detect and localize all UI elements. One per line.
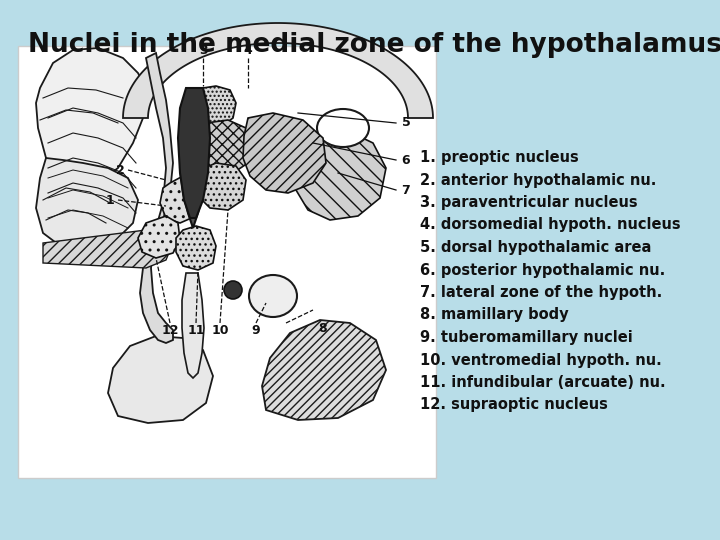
Polygon shape	[200, 86, 236, 126]
Text: 5: 5	[402, 117, 410, 130]
Text: 1: 1	[106, 193, 114, 206]
Text: 6. posterior hypothalamic nu.: 6. posterior hypothalamic nu.	[420, 262, 665, 278]
Text: 10: 10	[211, 323, 229, 336]
Text: 8: 8	[319, 321, 328, 334]
Polygon shape	[182, 273, 204, 378]
Polygon shape	[201, 120, 253, 173]
Polygon shape	[243, 113, 326, 193]
Bar	[18, 46, 436, 478]
Circle shape	[224, 281, 242, 299]
Text: 5. dorsal hypothalamic area: 5. dorsal hypothalamic area	[420, 240, 652, 255]
Text: 11. infundibular (arcuate) nu.: 11. infundibular (arcuate) nu.	[420, 375, 665, 390]
Text: 10. ventromedial hypoth. nu.: 10. ventromedial hypoth. nu.	[420, 353, 662, 368]
Polygon shape	[123, 23, 433, 118]
Polygon shape	[36, 48, 148, 188]
Polygon shape	[176, 226, 216, 270]
Polygon shape	[178, 88, 210, 218]
Ellipse shape	[249, 275, 297, 317]
Polygon shape	[296, 130, 386, 220]
Polygon shape	[138, 216, 180, 258]
Text: 8. mamillary body: 8. mamillary body	[420, 307, 569, 322]
Polygon shape	[108, 336, 213, 423]
Text: 4: 4	[243, 44, 253, 57]
Text: Nuclei in the medial zone of the hypothalamus: Nuclei in the medial zone of the hypotha…	[28, 32, 720, 58]
Text: 9. tuberomamillary nuclei: 9. tuberomamillary nuclei	[420, 330, 633, 345]
Polygon shape	[140, 53, 173, 343]
Text: 2. anterior hypothalamic nu.: 2. anterior hypothalamic nu.	[420, 172, 657, 187]
Polygon shape	[196, 163, 246, 210]
Text: 6: 6	[402, 153, 410, 166]
Text: 3. paraventricular nucleus: 3. paraventricular nucleus	[420, 195, 638, 210]
Text: 9: 9	[252, 323, 261, 336]
Text: 12: 12	[161, 323, 179, 336]
Polygon shape	[262, 320, 386, 420]
Text: 4. dorsomedial hypoth. nucleus: 4. dorsomedial hypoth. nucleus	[420, 218, 680, 233]
Text: 1. preoptic nucleus: 1. preoptic nucleus	[420, 150, 579, 165]
Text: 7: 7	[402, 184, 410, 197]
Text: 2: 2	[116, 164, 125, 177]
Text: 3: 3	[199, 44, 207, 57]
Polygon shape	[43, 230, 170, 268]
Text: 7. lateral zone of the hypoth.: 7. lateral zone of the hypoth.	[420, 285, 662, 300]
Polygon shape	[36, 158, 138, 253]
Text: 12. supraoptic nucleus: 12. supraoptic nucleus	[420, 397, 608, 413]
Polygon shape	[160, 176, 200, 223]
Text: 11: 11	[187, 323, 204, 336]
Ellipse shape	[317, 109, 369, 147]
Polygon shape	[180, 93, 206, 228]
